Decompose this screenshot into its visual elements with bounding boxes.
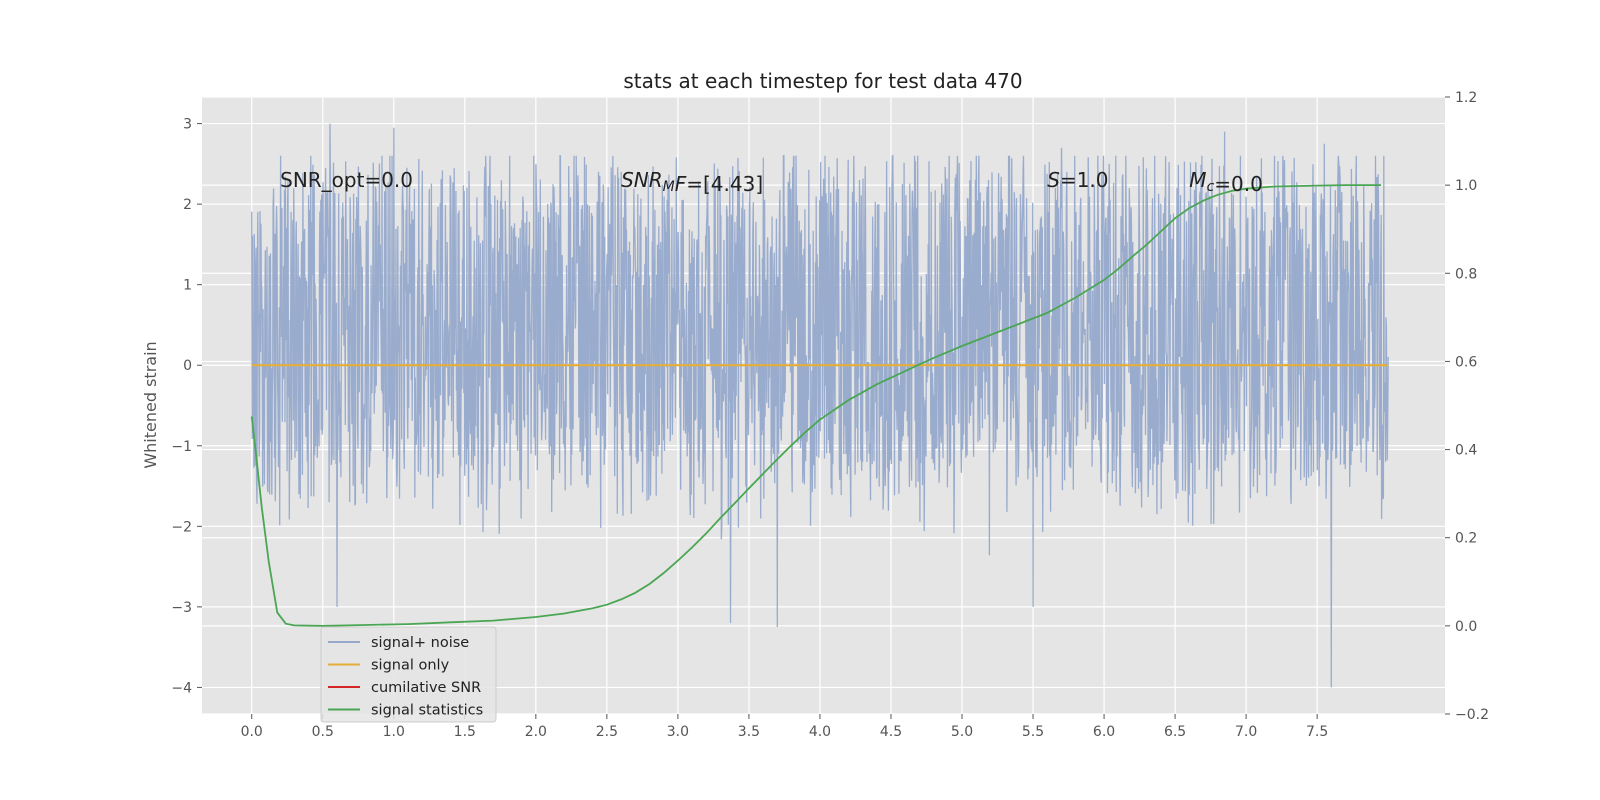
legend-label: signal statistics [371,703,483,719]
x-tick-label: 5.5 [1022,724,1044,740]
y-tick-label: 2 [183,197,192,213]
x-tick-label: 2.5 [596,724,618,740]
annotation: Mc=0.0 [1189,168,1263,196]
y-tick-label: −1 [171,439,192,455]
x-tick-label: 0.5 [312,724,334,740]
x-tick-label: 7.0 [1235,724,1257,740]
legend-box [320,626,497,723]
annotation: SNR_opt=0.0 [280,168,413,192]
annotations: SNR_opt=0.0 SNRMF=[4.43] S=1.0 Mc=0.0 [280,168,1263,196]
x-tick-label: 4.0 [809,724,831,740]
y-tick-label: 3 [183,117,192,133]
x-tick-label: 6.5 [1164,724,1186,740]
x-tick-label: 4.5 [880,724,902,740]
x-tick-label: 3.0 [667,724,689,740]
x-tick-label: 7.5 [1306,724,1328,740]
y-tick-label: −3 [171,600,192,616]
legend-label: cumilative SNR [371,680,481,696]
y2-tick-label: 0.2 [1455,531,1477,547]
x-tick-label: 1.0 [383,724,405,740]
y-tick-label: −2 [171,519,192,535]
chart-title: stats at each timestep for test data 470 [623,69,1022,93]
legend-label: signal only [371,658,450,674]
axes-layer: 0.0 0.5 1.0 1.5 2.0 2.5 3.0 3.5 4.0 4.5 5.0 5.5 6.0 6… [171,90,1489,740]
legend-label: signal+ noise [371,635,469,651]
x-tick-label: 0.0 [241,724,263,740]
x-tick-label: 6.0 [1093,724,1115,740]
y2-tick-label: 1.0 [1455,178,1477,194]
y2-tick-label: 0.8 [1455,266,1477,282]
y2-tick-label: 0.0 [1455,619,1477,635]
annotation: SNRMF=[4.43] [621,168,763,196]
x-tick-label: 1.5 [454,724,476,740]
x-tick-label: 2.0 [525,724,547,740]
series-line-signal-noise [251,123,1389,688]
y2-tick-label: 0.6 [1455,354,1477,370]
y2-tick-label: 1.2 [1455,90,1477,106]
y2-tick-label: −0.2 [1455,707,1489,723]
series-line-signal-statistics [250,184,1382,627]
y-tick-label: 0 [183,358,192,374]
y2-tick-label: 0.4 [1455,443,1477,459]
annotation: S=1.0 [1047,168,1108,192]
y-axis-title: Whitened strain [141,341,160,468]
series-layer [250,123,1389,688]
y-tick-label: −4 [171,680,192,696]
x-tick-label: 5.0 [951,724,973,740]
legend: signal+ noise signal only cumilative SNR si… [320,626,497,723]
y-tick-label: 1 [183,278,192,294]
x-tick-label: 3.5 [738,724,760,740]
